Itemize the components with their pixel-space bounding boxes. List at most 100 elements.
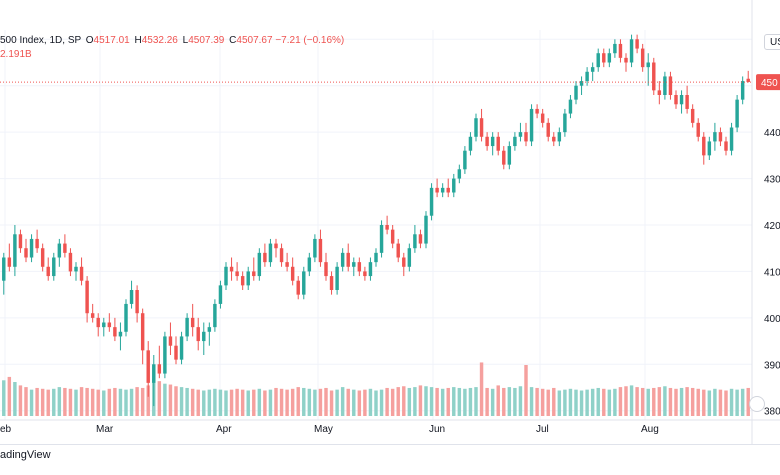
candle-body (374, 252, 378, 263)
candle-body (290, 266, 295, 281)
candle-body (518, 132, 523, 137)
candle-body (524, 132, 528, 142)
candle-body (313, 238, 317, 258)
candle-body (224, 266, 228, 286)
candle-body (240, 276, 245, 286)
volume-bar (740, 388, 745, 416)
candle-body (635, 39, 639, 49)
candle-body (396, 243, 400, 258)
candle-body (2, 257, 6, 281)
volume-bar (735, 389, 739, 416)
volume-bar (318, 388, 323, 416)
candle-body (390, 229, 395, 244)
y-axis-label: 430 (764, 175, 780, 186)
volume-bar (135, 387, 139, 416)
volume-bar (35, 387, 39, 416)
volume-bar (279, 388, 284, 416)
volume-bar (713, 388, 717, 416)
candle-body (529, 108, 534, 142)
candle-body (113, 327, 117, 337)
candle-body (229, 266, 234, 272)
low-label: L (182, 35, 189, 46)
candle-body (663, 76, 667, 95)
volume-bar (607, 389, 612, 416)
candle-body (163, 336, 167, 374)
volume-bar (352, 389, 356, 416)
close-label: C (229, 35, 237, 46)
volume-bar (2, 380, 6, 416)
candle-body (513, 136, 517, 147)
volume-bar (224, 390, 228, 416)
volume-bar (368, 388, 373, 416)
volume-bar (207, 389, 212, 416)
candle-body (402, 257, 406, 267)
volume-bar (663, 386, 667, 416)
volume-bar (574, 389, 578, 416)
volume-bar (174, 386, 178, 416)
volume-bar (413, 387, 417, 416)
volume-bar (424, 386, 428, 416)
x-axis-label: May (314, 424, 333, 435)
candle-body (335, 266, 339, 290)
volume-bar (418, 385, 423, 416)
candle-body (485, 136, 489, 147)
volume-bar (602, 388, 606, 416)
candle-body (629, 39, 634, 63)
volume-bar (485, 387, 489, 416)
volume-bar (585, 389, 589, 416)
candle-body (35, 238, 39, 249)
volume-bar (563, 389, 567, 416)
candle-body (318, 238, 323, 263)
currency-button[interactable]: US (764, 34, 780, 50)
candle-body (424, 215, 428, 244)
candle-body (407, 248, 412, 267)
candle-body (7, 257, 12, 267)
scroll-to-realtime-icon[interactable] (749, 396, 765, 412)
candle-body (79, 266, 84, 281)
candle-body (640, 48, 645, 68)
volume-bar (457, 387, 462, 416)
y-axis-label: 410 (764, 267, 780, 278)
candle-body (618, 43, 623, 58)
volume-bar (196, 389, 200, 416)
x-axis-label: Jul (536, 424, 549, 435)
volume-bar (257, 388, 262, 416)
x-axis-label: Jun (429, 424, 445, 435)
volume-bar (513, 387, 517, 416)
volume-bar (707, 390, 712, 416)
candle-body (246, 271, 250, 286)
candle-body (590, 67, 595, 72)
candle-body (596, 53, 600, 68)
candle-body (718, 132, 723, 142)
volume-bar (179, 387, 184, 416)
candle-body (285, 262, 289, 267)
candle-body (579, 81, 584, 86)
volume-bar (657, 387, 662, 416)
candle-body (685, 95, 689, 109)
volume-bar (635, 387, 639, 416)
candle-body (124, 303, 128, 332)
brand-text: adingView (0, 449, 51, 461)
candle-body (279, 248, 284, 263)
volume-bar (435, 387, 439, 416)
volume-bar (674, 388, 678, 416)
candle-body (302, 271, 306, 295)
candle-body (418, 234, 423, 244)
candle-body (179, 336, 184, 360)
low-value: 4507.39 (188, 35, 225, 46)
volume-bar (668, 387, 673, 416)
candle-body (74, 266, 78, 272)
volume-bar (463, 388, 467, 416)
candle-body (57, 243, 62, 258)
y-axis-label: 420 (764, 221, 780, 232)
candle-body (607, 53, 612, 63)
candle-body (724, 141, 728, 151)
change-value: −7.21 (−0.16%) (275, 35, 345, 46)
volume-bar (302, 387, 306, 416)
candle-body (440, 187, 445, 193)
volume-bar (274, 387, 278, 416)
volume-bar (190, 388, 195, 416)
volume-bar (590, 388, 595, 416)
